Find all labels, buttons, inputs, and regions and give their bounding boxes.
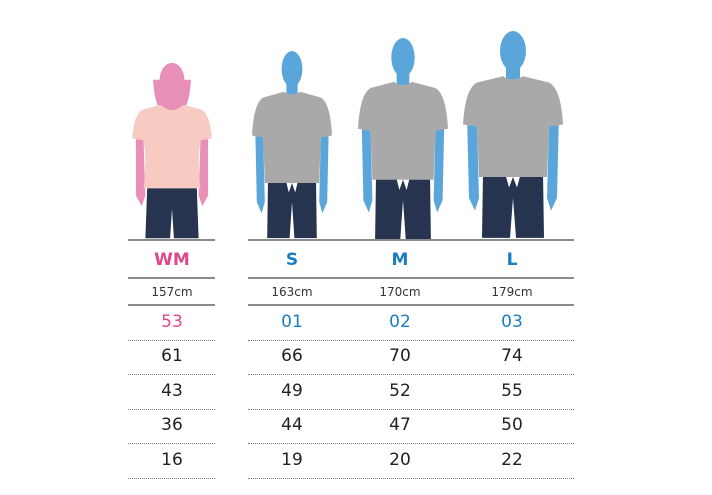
l-model [463,31,563,238]
size-code: 03 [501,312,523,332]
table-cell: 43 [161,381,183,401]
divider [248,409,574,410]
table-cell: 55 [501,381,523,401]
divider [128,443,215,444]
divider [248,374,574,375]
divider [128,340,215,341]
divider [128,239,215,241]
size-code: 01 [281,312,303,332]
table-cell: 47 [389,415,411,435]
size-label-wm: WM [154,250,190,270]
divider [248,239,574,241]
table-cell: 66 [281,346,303,366]
table-cell: 74 [501,346,523,366]
divider [128,374,215,375]
table-cell: 61 [161,346,183,366]
table-cell: 36 [161,415,183,435]
divider [128,478,215,479]
divider [248,443,574,444]
table-cell: 70 [389,346,411,366]
divider [248,478,574,479]
table-cell: 50 [501,415,523,435]
table-cell: 20 [389,450,411,470]
divider [248,304,574,306]
size-label-l: L [506,250,518,270]
size-code: 53 [161,312,183,332]
size-label-s: S [285,250,299,270]
m-model [358,38,448,239]
table-cell: 44 [281,415,303,435]
size-label-m: M [391,250,409,270]
model-height: 157cm [151,285,193,299]
table-cell: 16 [161,450,183,470]
women-model [132,62,212,239]
model-height: 170cm [379,285,421,299]
divider [248,277,574,279]
divider [128,409,215,410]
table-cell: 22 [501,450,523,470]
divider [128,304,215,306]
model-height: 179cm [491,285,533,299]
table-cell: 52 [389,381,411,401]
size-code: 02 [389,312,411,332]
s-model [252,50,332,239]
divider [128,277,215,279]
divider [248,340,574,341]
table-cell: 49 [281,381,303,401]
table-cell: 19 [281,450,303,470]
model-height: 163cm [271,285,313,299]
